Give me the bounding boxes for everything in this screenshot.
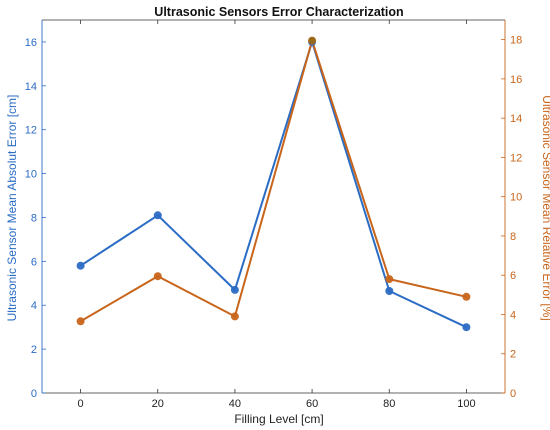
series-line-right <box>80 39 467 323</box>
y-axis-label-right: Ultrasonic Sensor Mean Relative Error [%… <box>540 95 550 320</box>
y-tick-label-left: 4 <box>31 300 37 312</box>
y-tick-label-left: 2 <box>31 344 37 356</box>
data-point-left <box>385 287 394 295</box>
y-tick-label-right: 8 <box>510 231 516 243</box>
y-tick-label-right: 14 <box>510 113 522 125</box>
plot-area <box>42 20 505 393</box>
data-point-right <box>76 317 85 326</box>
series-layer <box>76 36 471 332</box>
data-point-overlap <box>308 37 316 45</box>
axes-layer: 0 20 40 60 80 100 0 2 4 6 8 10 12 14 16 0 2 4 6 8 10 12 14 16 18 <box>25 19 522 410</box>
data-point-left <box>230 285 239 294</box>
y-tick-label-right: 12 <box>510 152 522 164</box>
y-tick-label-left: 10 <box>25 169 37 181</box>
data-point-left <box>153 211 162 220</box>
y-tick-label-left: 6 <box>31 256 37 268</box>
y-tick-label-right: 18 <box>510 35 522 47</box>
series-line-left <box>80 40 467 329</box>
y-tick-label-right: 2 <box>510 349 516 361</box>
x-tick-label: 40 <box>229 398 241 410</box>
y-tick-label-right: 10 <box>510 192 522 204</box>
y-tick-label-left: 16 <box>25 37 37 49</box>
y-tick-label-left: 8 <box>31 212 37 224</box>
x-tick-label: 100 <box>457 398 475 410</box>
x-tick-label: 60 <box>306 398 318 410</box>
data-point-left <box>462 323 471 332</box>
x-tick-label: 0 <box>78 398 84 410</box>
data-point-left <box>76 261 85 270</box>
y-axis-label-left: Ultrasonic Sensor Mean Absolut Error [cm… <box>5 95 19 322</box>
data-point-right <box>230 312 239 321</box>
y-tick-label-right: 6 <box>510 270 516 282</box>
chart-title: Ultrasonic Sensors Error Characterizatio… <box>154 5 403 19</box>
x-tick-label: 20 <box>152 398 164 410</box>
data-point-right <box>462 292 471 301</box>
x-axis-label: Filling Level [cm] <box>234 412 323 426</box>
y-tick-label-left: 0 <box>31 388 37 400</box>
y-tick-label-right: 16 <box>510 74 522 86</box>
y-tick-label-left: 12 <box>25 125 37 137</box>
x-tick-label: 80 <box>383 398 395 410</box>
data-point-right <box>153 272 162 281</box>
plot-background <box>42 20 505 393</box>
data-point-right <box>385 275 394 284</box>
y-tick-label-left: 14 <box>25 81 37 93</box>
y-tick-label-right: 0 <box>510 388 516 400</box>
y-tick-label-right: 4 <box>510 309 516 321</box>
